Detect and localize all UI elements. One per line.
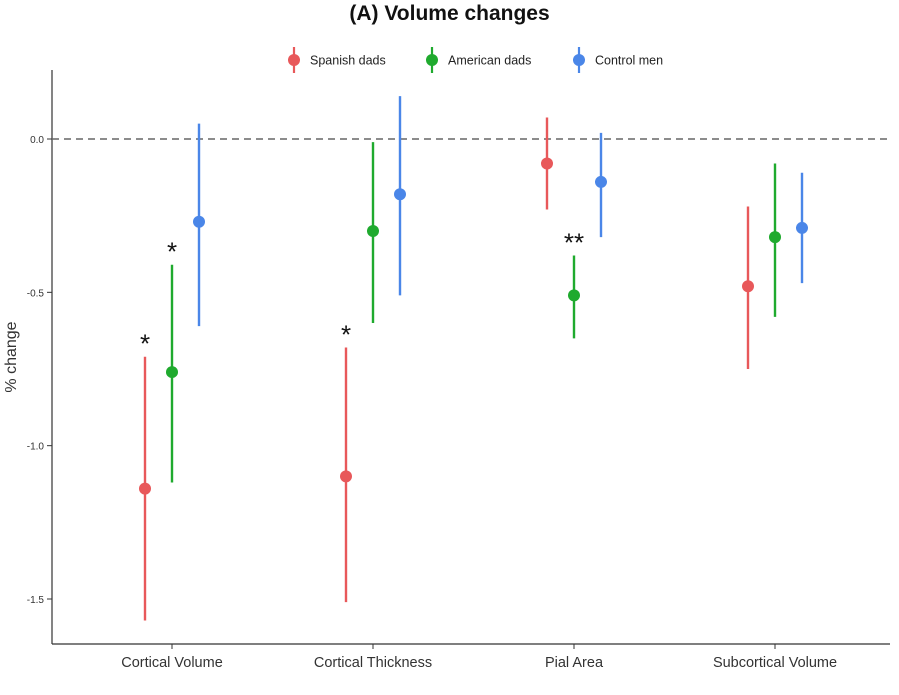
legend-label: American dads bbox=[448, 54, 531, 68]
data-point bbox=[139, 482, 151, 495]
y-tick-label: -1.5 bbox=[27, 595, 45, 606]
data-point bbox=[394, 188, 406, 201]
data-point bbox=[568, 289, 580, 302]
significance-marker: ** bbox=[564, 228, 584, 258]
chart-title: (A) Volume changes bbox=[349, 2, 550, 25]
y-tick-label: -0.5 bbox=[27, 288, 45, 299]
data-point bbox=[541, 157, 553, 170]
significance-marker: * bbox=[140, 329, 150, 359]
data-point bbox=[742, 280, 754, 293]
y-axis-label: % change bbox=[3, 321, 20, 392]
y-tick-label: 0.0 bbox=[30, 135, 44, 146]
data-marks: * ** ** bbox=[139, 96, 808, 621]
data-point bbox=[367, 225, 379, 237]
axes: 0.0 -0.5 -1.0 -1.5 % change Cortical Volume Co… bbox=[3, 70, 890, 671]
legend-key-point bbox=[288, 54, 300, 66]
x-tick-label: Subcortical Volume bbox=[713, 655, 837, 671]
data-point bbox=[193, 215, 205, 228]
x-tick-label: Cortical Thickness bbox=[314, 655, 432, 671]
legend-label: Spanish dads bbox=[310, 54, 386, 68]
data-point bbox=[796, 221, 808, 234]
significance-marker: * bbox=[167, 237, 177, 267]
data-point bbox=[340, 470, 352, 483]
significance-marker: * bbox=[341, 320, 351, 350]
legend-key-point bbox=[426, 54, 438, 66]
x-tick-label: Cortical Volume bbox=[121, 655, 223, 671]
data-point bbox=[595, 175, 607, 188]
data-point bbox=[166, 366, 178, 379]
legend-key-point bbox=[573, 54, 585, 66]
legend: Spanish dads American dads Control men bbox=[288, 47, 663, 73]
legend-label: Control men bbox=[595, 54, 663, 68]
x-tick-label: Pial Area bbox=[545, 655, 604, 671]
y-tick-label: -1.0 bbox=[27, 442, 45, 453]
data-point bbox=[769, 231, 781, 244]
